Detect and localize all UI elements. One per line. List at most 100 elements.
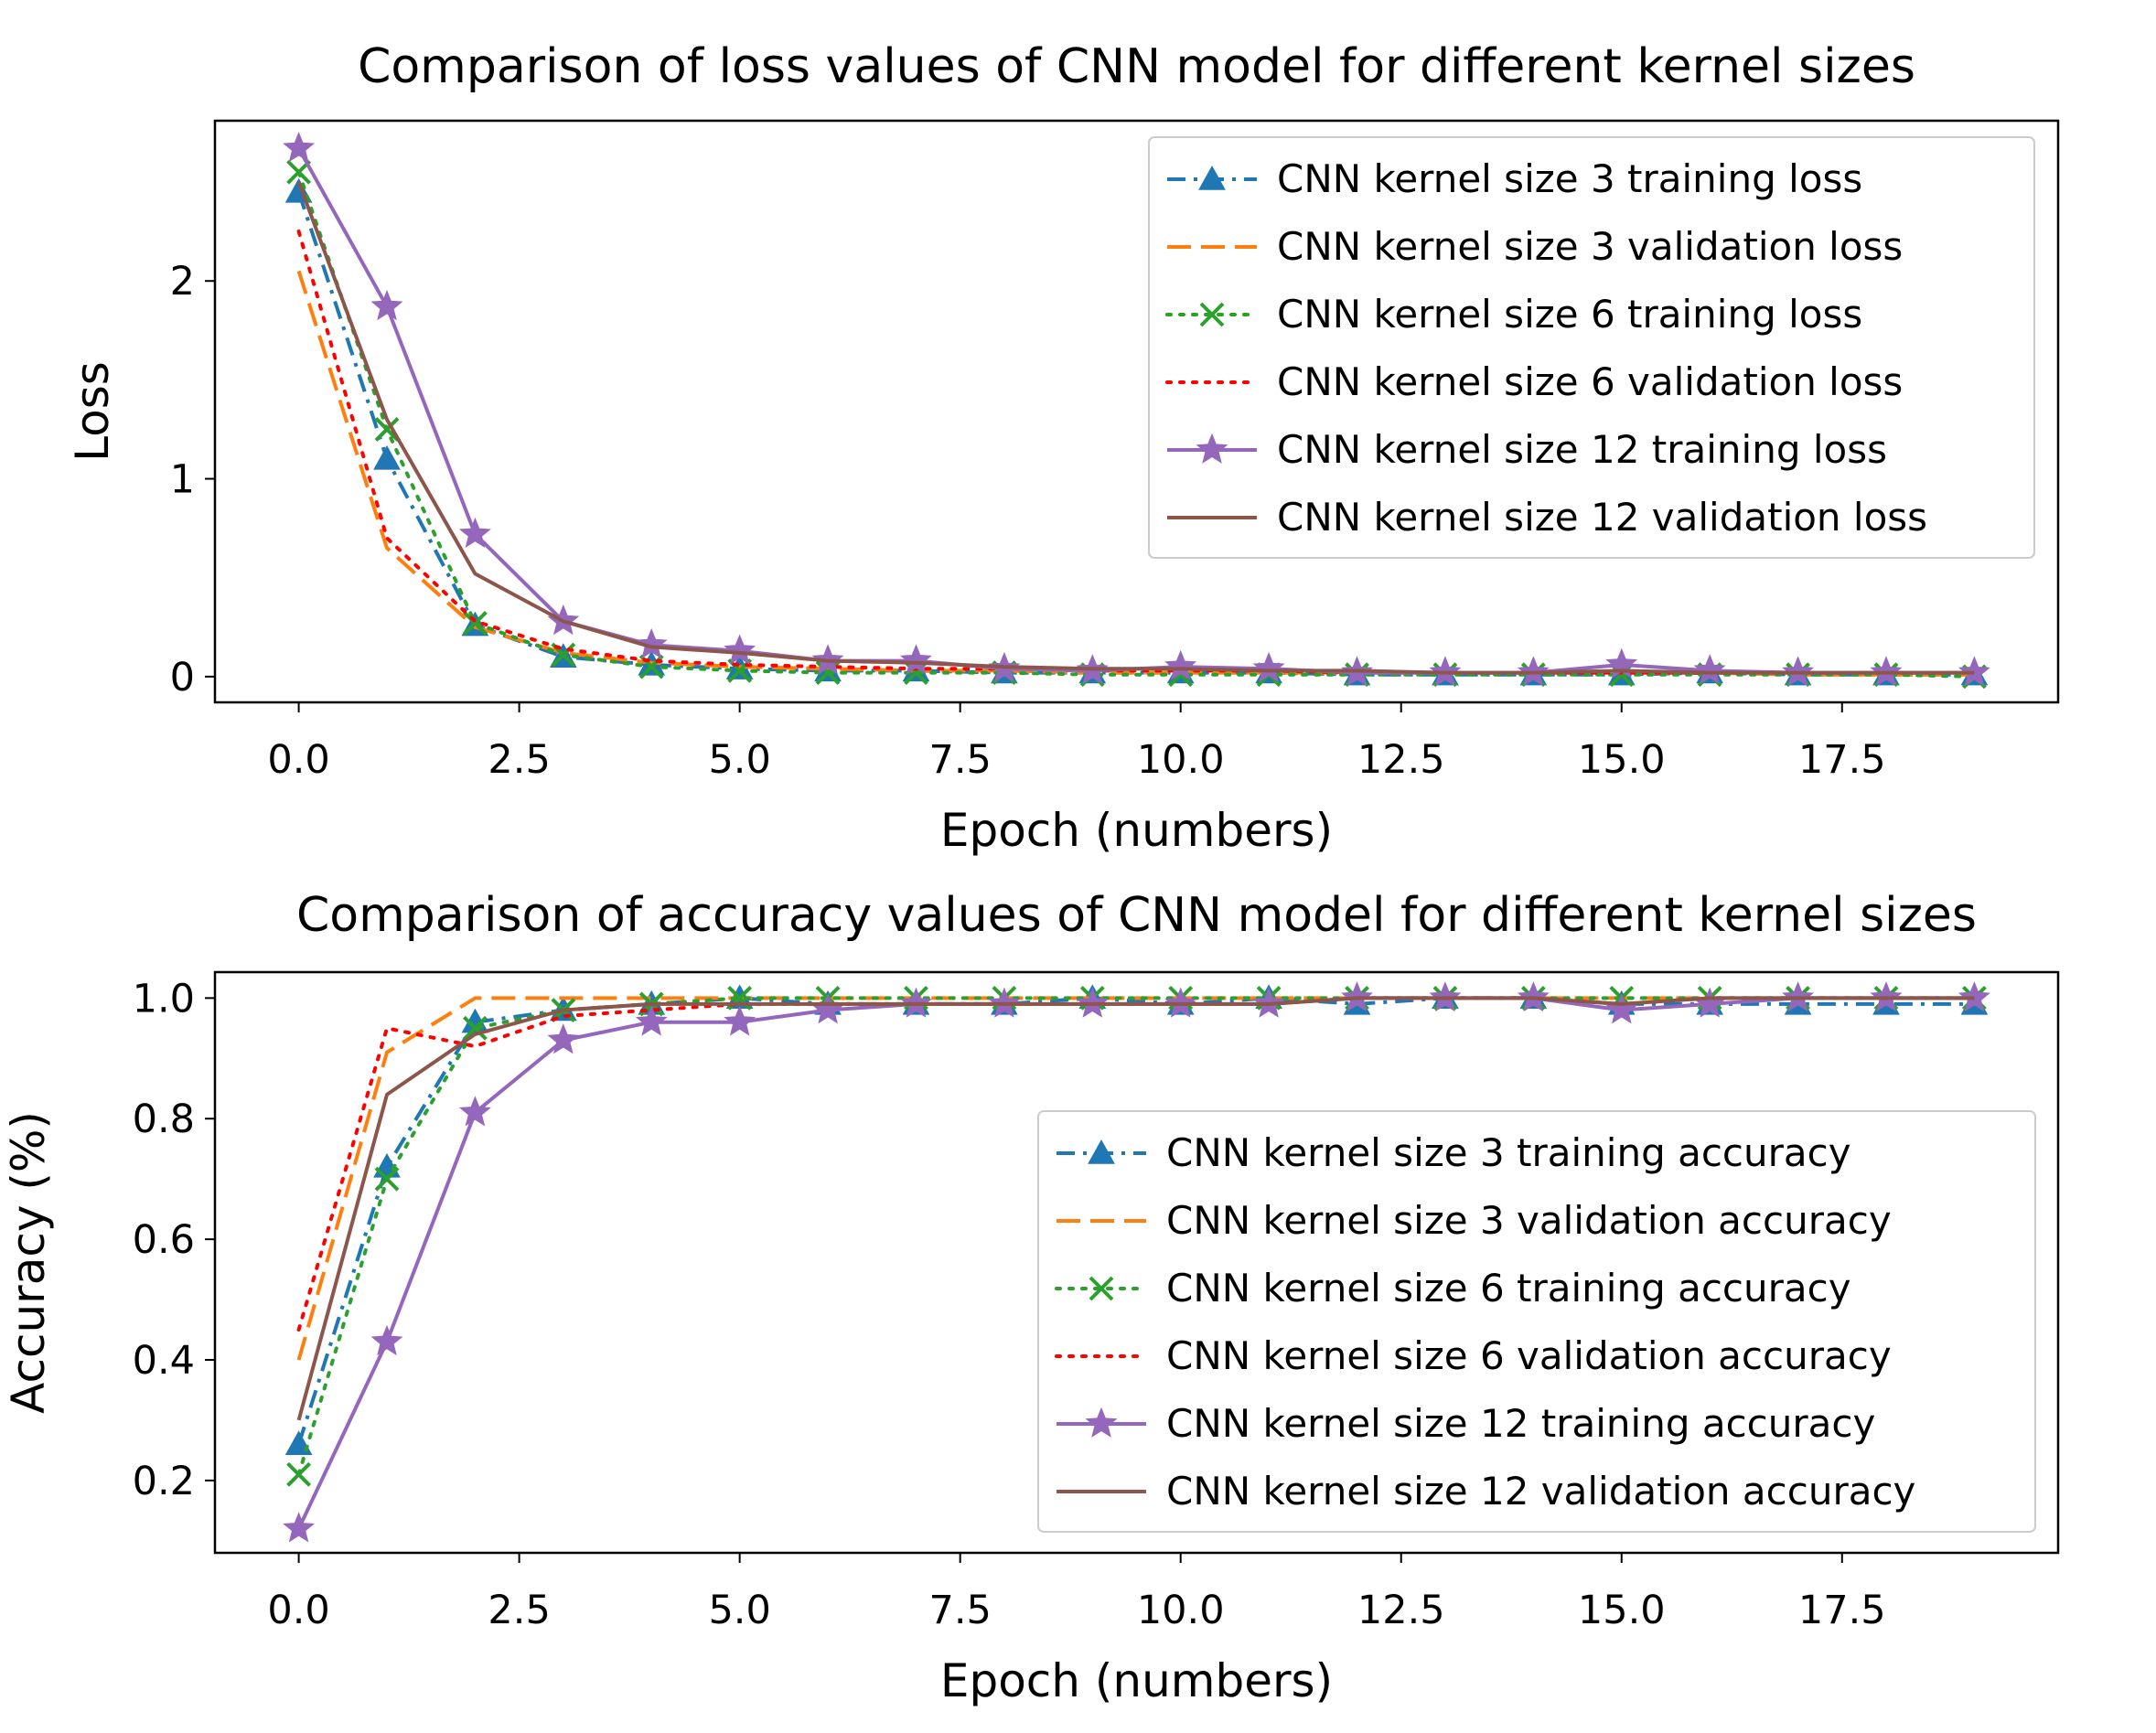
series-6 <box>296 181 1975 675</box>
data-point <box>374 1166 400 1192</box>
legend-label: CNN kernel size 6 training accuracy <box>1166 1266 1851 1310</box>
legend-item: CNN kernel size 6 training accuracy <box>1055 1266 1851 1310</box>
legend-item: CNN kernel size 3 validation accuracy <box>1057 1198 1892 1243</box>
legend-item: CNN kernel size 3 training loss <box>1167 156 1862 201</box>
y-tick-label: 0 <box>170 655 195 701</box>
data-point <box>900 644 932 675</box>
x-tick-label: 5.0 <box>708 1588 770 1633</box>
y-axis-label: Accuracy (%) <box>2 1111 55 1414</box>
data-point <box>547 1023 580 1054</box>
data-point <box>370 1324 403 1356</box>
y-tick-label: 0.6 <box>133 1217 195 1263</box>
legend-label: CNN kernel size 12 validation accuracy <box>1166 1469 1915 1514</box>
y-tick-label: 0.4 <box>133 1338 195 1384</box>
y-tick-label: 1.0 <box>133 976 195 1022</box>
legend-item: CNN kernel size 12 validation accuracy <box>1057 1469 1915 1514</box>
legend-label: CNN kernel size 3 training accuracy <box>1166 1130 1851 1175</box>
legend-label: CNN kernel size 12 training accuracy <box>1166 1401 1875 1446</box>
data-point <box>1609 662 1635 688</box>
data-point <box>1164 649 1197 680</box>
plot-area <box>283 981 1990 1543</box>
chart-1: Comparison of loss values of CNN model f… <box>66 39 2060 857</box>
series-line <box>296 170 1977 679</box>
data-point <box>284 1430 313 1456</box>
data-point <box>1693 654 1726 685</box>
x-tick-label: 15.0 <box>1578 1588 1666 1633</box>
data-point <box>283 131 316 163</box>
x-tick-label: 7.5 <box>928 1588 991 1633</box>
data-point <box>724 1005 756 1036</box>
axes-frame <box>213 119 2060 704</box>
data-point <box>462 1015 488 1041</box>
data-point <box>370 289 403 321</box>
data-point <box>458 517 491 548</box>
plot-area <box>283 131 1990 690</box>
y-tick-label: 0.2 <box>133 1459 195 1504</box>
x-axis-label: Epoch (numbers) <box>940 1654 1333 1707</box>
legend-marker <box>1198 165 1226 190</box>
x-tick-label: 7.5 <box>928 737 991 783</box>
legend-item: CNN kernel size 6 training loss <box>1165 292 1862 337</box>
y-tick-label: 1 <box>170 457 195 503</box>
legend-item: CNN kernel size 6 validation loss <box>1165 359 1903 404</box>
x-tick-label: 10.0 <box>1137 737 1225 783</box>
data-point <box>635 1005 668 1036</box>
x-tick-label: 0.0 <box>267 1588 329 1633</box>
series-line <box>296 996 1975 1445</box>
legend-marker <box>1088 1139 1115 1164</box>
x-tick-label: 15.0 <box>1578 737 1666 783</box>
legend-item: CNN kernel size 3 validation loss <box>1167 224 1903 269</box>
axes-frame <box>213 970 2060 1555</box>
legend-item: CNN kernel size 6 validation accuracy <box>1055 1333 1892 1378</box>
data-point <box>458 1096 491 1127</box>
data-point <box>462 611 488 636</box>
x-tick-label: 17.5 <box>1798 737 1886 783</box>
data-point <box>724 634 756 665</box>
data-point <box>373 444 401 470</box>
legend-marker <box>1196 433 1228 464</box>
legend-label: CNN kernel size 3 validation accuracy <box>1166 1198 1892 1243</box>
legend-label: CNN kernel size 12 validation loss <box>1277 495 1927 540</box>
x-tick-label: 2.5 <box>488 1588 550 1633</box>
legend-label: CNN kernel size 3 training loss <box>1277 156 1862 201</box>
legend-marker <box>1199 302 1225 327</box>
legend: CNN kernel size 3 training loss CNN kerne… <box>1148 136 2035 559</box>
x-tick-label: 17.5 <box>1798 1588 1886 1633</box>
data-point <box>286 1461 312 1487</box>
legend-box <box>1148 136 2035 559</box>
legend-marker <box>1085 1407 1118 1438</box>
x-tick-label: 2.5 <box>488 737 550 783</box>
legend-item: CNN kernel size 3 training accuracy <box>1057 1130 1851 1175</box>
chart-title: Comparison of loss values of CNN model f… <box>358 39 1915 94</box>
y-tick-label: 2 <box>170 259 195 305</box>
legend-item: CNN kernel size 12 training accuracy <box>1057 1401 1875 1446</box>
data-point <box>374 417 400 442</box>
legend: CNN kernel size 3 training accuracy CNN k… <box>1037 1110 2036 1533</box>
series-6 <box>296 996 1975 1421</box>
legend-label: CNN kernel size 12 training loss <box>1277 427 1887 472</box>
legend-label: CNN kernel size 6 training loss <box>1277 292 1862 337</box>
x-tick-label: 5.0 <box>708 737 770 783</box>
data-point <box>283 1512 316 1543</box>
x-tick-label: 0.0 <box>267 737 329 783</box>
x-axis-label: Epoch (numbers) <box>940 804 1333 857</box>
legend-label: CNN kernel size 3 validation loss <box>1277 224 1903 269</box>
data-point <box>635 627 668 659</box>
legend-item: CNN kernel size 12 training loss <box>1167 427 1887 472</box>
data-point <box>1252 651 1285 683</box>
x-tick-label: 10.0 <box>1137 1588 1225 1633</box>
series-line <box>296 181 1975 675</box>
x-tick-label: 12.5 <box>1357 1588 1445 1633</box>
legend-box <box>1037 1110 2036 1533</box>
chart-2: Comparison of accuracy values of CNN mod… <box>2 888 2060 1707</box>
y-axis-label: Loss <box>66 361 119 462</box>
chart-title: Comparison of accuracy values of CNN mod… <box>296 888 1977 943</box>
y-tick-label: 0.8 <box>133 1096 195 1142</box>
legend-marker <box>1089 1276 1114 1301</box>
x-tick-label: 12.5 <box>1357 737 1445 783</box>
legend-item: CNN kernel size 12 validation loss <box>1167 495 1927 540</box>
legend-label: CNN kernel size 6 validation loss <box>1277 359 1903 404</box>
legend-label: CNN kernel size 6 validation accuracy <box>1166 1333 1892 1378</box>
series-line <box>296 996 1975 1421</box>
